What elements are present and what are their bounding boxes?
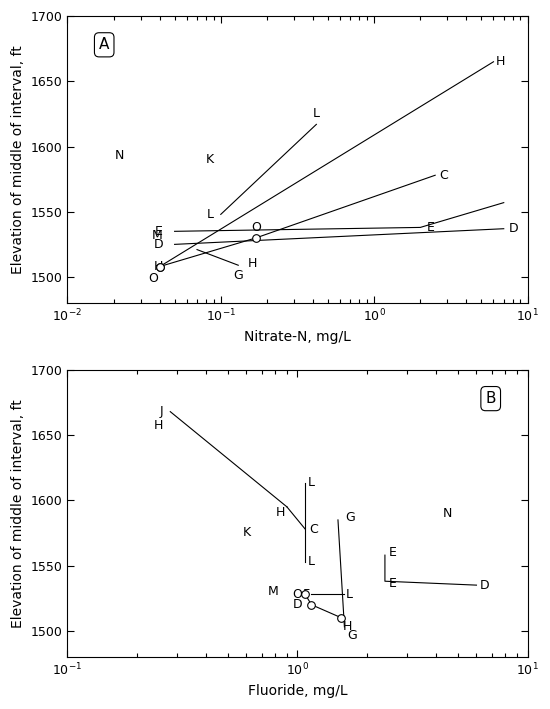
- Text: N: N: [116, 149, 125, 162]
- Text: O: O: [148, 272, 158, 285]
- Text: L: L: [313, 108, 320, 121]
- Text: L: L: [308, 476, 315, 489]
- Text: C: C: [309, 523, 317, 535]
- Text: L: L: [207, 208, 214, 221]
- Text: A: A: [99, 38, 109, 52]
- Text: K: K: [243, 527, 250, 540]
- Text: H: H: [248, 257, 257, 270]
- Text: E: E: [389, 546, 397, 559]
- Text: E: E: [427, 221, 434, 234]
- Text: D: D: [480, 579, 490, 591]
- Text: D: D: [293, 598, 303, 611]
- Text: C: C: [439, 169, 448, 182]
- Text: B: B: [486, 391, 496, 406]
- Text: M: M: [152, 229, 163, 242]
- X-axis label: Fluoride, mg/L: Fluoride, mg/L: [248, 684, 347, 698]
- Text: D: D: [153, 238, 163, 251]
- Text: J: J: [160, 405, 163, 418]
- X-axis label: Nitrate-N, mg/L: Nitrate-N, mg/L: [244, 330, 351, 344]
- Text: H: H: [276, 506, 285, 518]
- Y-axis label: Elevation of middle of interval, ft: Elevation of middle of interval, ft: [11, 45, 25, 274]
- Text: L: L: [345, 588, 353, 601]
- Text: K: K: [206, 153, 214, 166]
- Text: G: G: [348, 630, 358, 642]
- Text: H: H: [153, 260, 163, 273]
- Text: L: L: [308, 555, 315, 568]
- Text: M: M: [267, 585, 278, 598]
- Text: E: E: [155, 225, 163, 238]
- Text: G: G: [233, 269, 243, 282]
- Text: O: O: [251, 221, 261, 234]
- Text: F: F: [302, 588, 310, 601]
- Text: H: H: [153, 420, 163, 432]
- Text: H: H: [343, 620, 353, 633]
- Text: H: H: [496, 55, 505, 68]
- Y-axis label: Elevation of middle of interval, ft: Elevation of middle of interval, ft: [11, 399, 25, 627]
- Text: O: O: [293, 588, 303, 601]
- Text: G: G: [345, 510, 355, 524]
- Text: E: E: [389, 577, 397, 591]
- Text: D: D: [508, 222, 518, 235]
- Text: N: N: [443, 507, 453, 520]
